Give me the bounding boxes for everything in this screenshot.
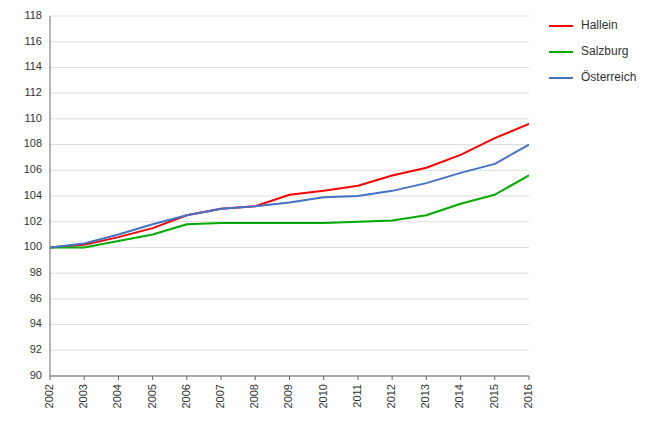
y-tick-label: 90 bbox=[30, 369, 42, 381]
grid-line bbox=[50, 350, 529, 351]
grid-line bbox=[50, 247, 529, 248]
series-line bbox=[50, 124, 529, 247]
y-tick-label: 100 bbox=[24, 240, 42, 252]
x-tick bbox=[494, 376, 495, 380]
grid-line bbox=[50, 67, 529, 68]
grid bbox=[50, 16, 529, 376]
x-tick bbox=[529, 376, 530, 380]
y-tick-label: 114 bbox=[24, 60, 42, 72]
x-tick-label: 2011 bbox=[351, 384, 363, 408]
x-tick bbox=[186, 376, 187, 380]
y-tick-label: 94 bbox=[30, 317, 42, 329]
x-tick bbox=[50, 376, 51, 380]
series-line bbox=[50, 175, 529, 247]
legend-swatch bbox=[549, 51, 573, 53]
x-tick bbox=[323, 376, 324, 380]
x-tick-label: 2007 bbox=[214, 384, 226, 408]
grid-line bbox=[50, 298, 529, 299]
x-tick bbox=[460, 376, 461, 380]
x-tick-label: 2003 bbox=[77, 384, 89, 408]
y-axis: 90 92 94 96 98 100 102 104 106 108 110 112 114 116 118 bbox=[24, 9, 42, 381]
grid-line bbox=[50, 324, 529, 325]
x-tick-label: 2013 bbox=[419, 384, 431, 408]
x-tick-label: 2005 bbox=[146, 384, 158, 408]
y-axis-line bbox=[50, 16, 51, 376]
x-axis: 2002 2003 2004 2005 2006 2007 2008 2009 2010 2011… bbox=[43, 376, 534, 408]
y-tick-label: 106 bbox=[24, 163, 42, 175]
x-tick-label: 2002 bbox=[43, 384, 55, 408]
legend-swatch bbox=[549, 25, 573, 27]
y-tick-label: 102 bbox=[24, 215, 42, 227]
y-tick-label: 116 bbox=[24, 35, 42, 47]
x-tick bbox=[84, 376, 85, 380]
x-tick bbox=[255, 376, 256, 380]
x-tick-label: 2006 bbox=[180, 384, 192, 408]
grid-line bbox=[50, 16, 529, 17]
x-tick-label: 2012 bbox=[385, 384, 397, 408]
grid-line bbox=[50, 144, 529, 145]
legend-label: Österreich bbox=[581, 70, 636, 84]
y-tick-label: 98 bbox=[30, 266, 42, 278]
grid-line bbox=[50, 376, 529, 377]
x-tick-label: 2008 bbox=[248, 384, 260, 408]
x-tick-label: 2004 bbox=[111, 384, 123, 408]
x-tick bbox=[289, 376, 290, 380]
y-tick-label: 112 bbox=[24, 86, 42, 98]
x-tick-label: 2015 bbox=[488, 384, 500, 408]
grid-line bbox=[50, 170, 529, 171]
y-tick-label: 92 bbox=[30, 343, 42, 355]
x-tick-label: 2010 bbox=[317, 384, 329, 408]
grid-line bbox=[50, 93, 529, 94]
grid-line bbox=[50, 273, 529, 274]
x-tick bbox=[221, 376, 222, 380]
grid-line bbox=[50, 118, 529, 119]
chart-container: 90 92 94 96 98 100 102 104 106 108 110 112 114 116 118… bbox=[0, 0, 669, 432]
x-tick-label: 2009 bbox=[282, 384, 294, 408]
legend-swatch bbox=[549, 77, 573, 79]
y-tick-label: 108 bbox=[24, 137, 42, 149]
x-tick-label: 2014 bbox=[453, 384, 465, 408]
grid-line bbox=[50, 41, 529, 42]
x-axis-line bbox=[50, 376, 529, 377]
x-tick bbox=[426, 376, 427, 380]
x-tick bbox=[392, 376, 393, 380]
y-tick-label: 118 bbox=[24, 9, 42, 21]
y-tick-label: 110 bbox=[24, 112, 42, 124]
y-tick-label: 96 bbox=[30, 292, 42, 304]
x-tick bbox=[357, 376, 358, 380]
x-tick bbox=[152, 376, 153, 380]
legend: Hallein Salzburg Österreich bbox=[549, 18, 636, 84]
series-line bbox=[50, 145, 529, 248]
series-group bbox=[50, 124, 529, 247]
x-tick bbox=[118, 376, 119, 380]
y-tick-label: 104 bbox=[24, 189, 42, 201]
legend-label: Hallein bbox=[581, 18, 618, 32]
chart-svg: 90 92 94 96 98 100 102 104 106 108 110 112 114 116 118… bbox=[0, 0, 669, 432]
x-tick-label: 2016 bbox=[522, 384, 534, 408]
legend-label: Salzburg bbox=[581, 44, 628, 58]
